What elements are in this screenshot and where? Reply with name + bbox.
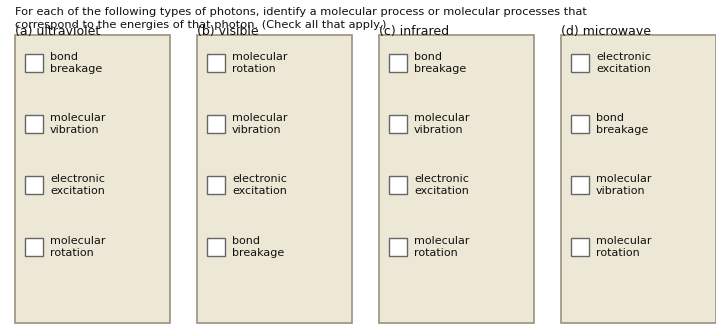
Text: molecular
vibration: molecular vibration: [232, 113, 288, 135]
Bar: [389, 238, 407, 256]
Bar: [25, 238, 43, 256]
Text: (a) ultraviolet: (a) ultraviolet: [15, 25, 100, 38]
Text: molecular
vibration: molecular vibration: [50, 113, 105, 135]
Bar: [561, 35, 716, 323]
Bar: [207, 176, 225, 194]
Bar: [207, 238, 225, 256]
Bar: [571, 176, 589, 194]
Bar: [389, 176, 407, 194]
Text: molecular
vibration: molecular vibration: [414, 113, 470, 135]
Text: molecular
rotation: molecular rotation: [232, 52, 288, 74]
Bar: [25, 115, 43, 133]
Bar: [389, 54, 407, 72]
Text: bond
breakage: bond breakage: [596, 113, 648, 135]
Text: molecular
rotation: molecular rotation: [596, 236, 652, 258]
Text: electronic
excitation: electronic excitation: [414, 174, 469, 196]
Text: electronic
excitation: electronic excitation: [50, 174, 105, 196]
Bar: [389, 115, 407, 133]
Bar: [207, 115, 225, 133]
Bar: [15, 35, 170, 323]
Text: (c) infrared: (c) infrared: [379, 25, 449, 38]
Text: bond
breakage: bond breakage: [232, 236, 284, 258]
Text: (d) microwave: (d) microwave: [561, 25, 651, 38]
Text: electronic
excitation: electronic excitation: [232, 174, 287, 196]
Text: molecular
vibration: molecular vibration: [596, 174, 652, 196]
Text: electronic
excitation: electronic excitation: [596, 52, 651, 74]
Text: (b) visible: (b) visible: [197, 25, 258, 38]
Text: For each of the following types of photons, identify a molecular process or mole: For each of the following types of photo…: [15, 7, 587, 30]
Bar: [25, 54, 43, 72]
Bar: [207, 54, 225, 72]
Text: bond
breakage: bond breakage: [414, 52, 466, 74]
Text: molecular
rotation: molecular rotation: [50, 236, 105, 258]
Bar: [571, 238, 589, 256]
Bar: [571, 115, 589, 133]
Bar: [197, 35, 352, 323]
Bar: [379, 35, 534, 323]
Bar: [571, 54, 589, 72]
Text: molecular
rotation: molecular rotation: [414, 236, 470, 258]
Text: bond
breakage: bond breakage: [50, 52, 102, 74]
Bar: [25, 176, 43, 194]
